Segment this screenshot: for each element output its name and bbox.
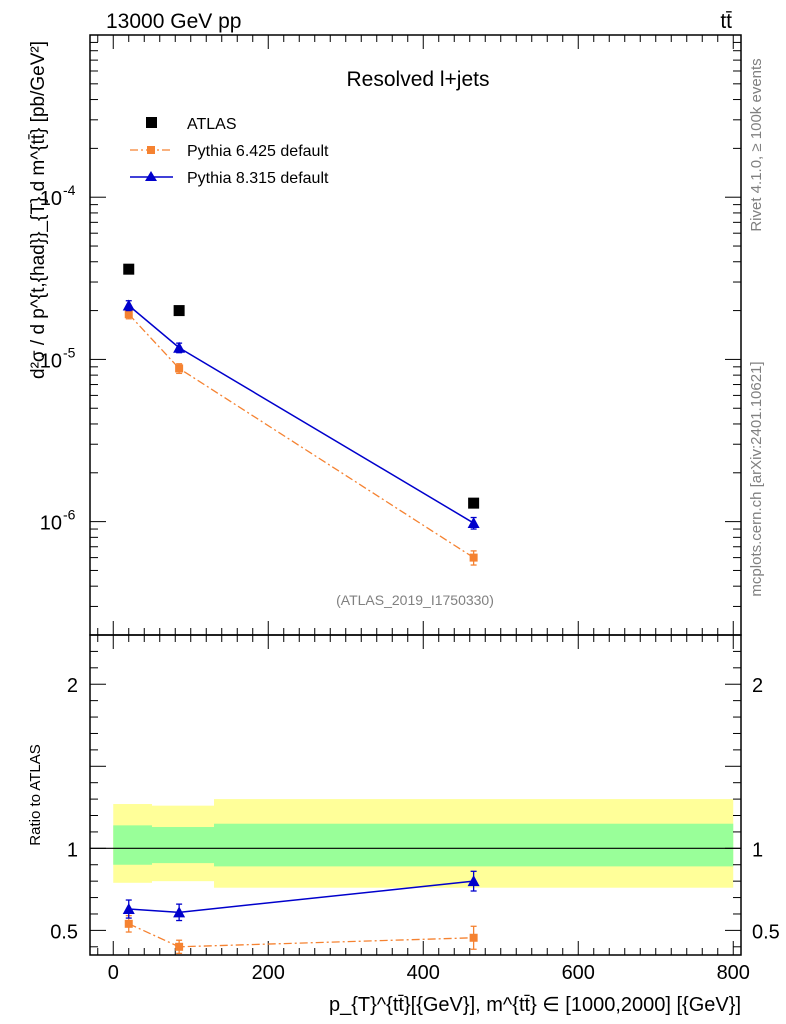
band-inner-2 [214,823,734,867]
ratio-y-tick-label-right: 0.5 [752,921,780,943]
ratio-panel-frame [89,634,742,956]
ratio-pythia8-point [467,875,480,887]
atlas-point [123,263,135,275]
legend-label-pythia6: Pythia 6.425 default [187,143,329,160]
y-tick-label: 10 [40,350,62,372]
header-left: 13000 GeV pp [106,10,241,33]
analysis-id: (ATLAS_2019_I1750330) [336,592,494,608]
ratio-pythia8-point [173,906,186,918]
ratio-pythia6-point [469,933,478,942]
band-inner-0 [113,825,152,865]
ratio-y-tick-label-left: 0.5 [50,921,78,943]
y-tick-exponent: -6 [63,507,76,523]
data-series [122,263,480,955]
legend-label-atlas: ATLAS [187,116,237,133]
pythia6-point [469,553,478,562]
legend-marker-pythia6 [147,146,155,154]
ratio-pythia6-point [175,942,184,951]
x-tick-label: 600 [562,962,595,984]
pythia6-point [124,310,133,319]
x-axis-label: p_{T}^{tt̄}[{GeV}], m^{tt̄} ∈ [1000,2000… [329,994,741,1016]
x-tick-label: 400 [407,962,440,984]
pythia6-line [128,313,474,559]
mcplots-label: mcplots.cern.ch [arXiv:2401.10621] [748,361,765,596]
ratio-y-tick-label-left: 2 [67,675,78,697]
y-axis-label: d²σ / d p^{t,{had}}_{T} d m^{tt̄} [pb/Ge… [28,41,49,379]
ratio-y-axis-label: Ratio to ATLAS [27,744,44,845]
ratio-pythia8-point [122,903,135,915]
pythia6-point [175,364,184,373]
chart-title: Resolved l+jets [347,68,490,91]
atlas-point [468,497,480,509]
x-tick-label: 200 [252,962,285,984]
y-tick-label: 10 [40,513,62,535]
ratio-y-tick-label-left: 1 [67,839,78,861]
legend-label-pythia8: Pythia 8.315 default [187,170,329,187]
ratio-y-tick-label-right: 1 [752,839,763,861]
y-tick-exponent: -5 [63,344,76,360]
legend-marker-pythia8 [145,171,157,181]
rivet-label: Rivet 4.1.0, ≥ 100k events [748,58,765,231]
atlas-point [173,305,185,317]
ratio-pythia6-point [124,919,133,928]
x-tick-label: 800 [717,962,750,984]
pythia8-point [173,341,186,353]
ratio-bands [113,799,734,888]
y-tick-exponent: -4 [63,182,76,198]
ratio-y-tick-label-right: 2 [752,675,763,697]
pythia8-point [467,517,480,529]
band-inner-1 [152,827,214,864]
axis-ticks [90,34,741,955]
header-right: tt̄ [720,10,732,33]
legend-marker-atlas [146,117,157,128]
x-tick-label: 0 [108,962,119,984]
pythia8-point [122,299,135,311]
y-tick-label: 10 [40,188,62,210]
